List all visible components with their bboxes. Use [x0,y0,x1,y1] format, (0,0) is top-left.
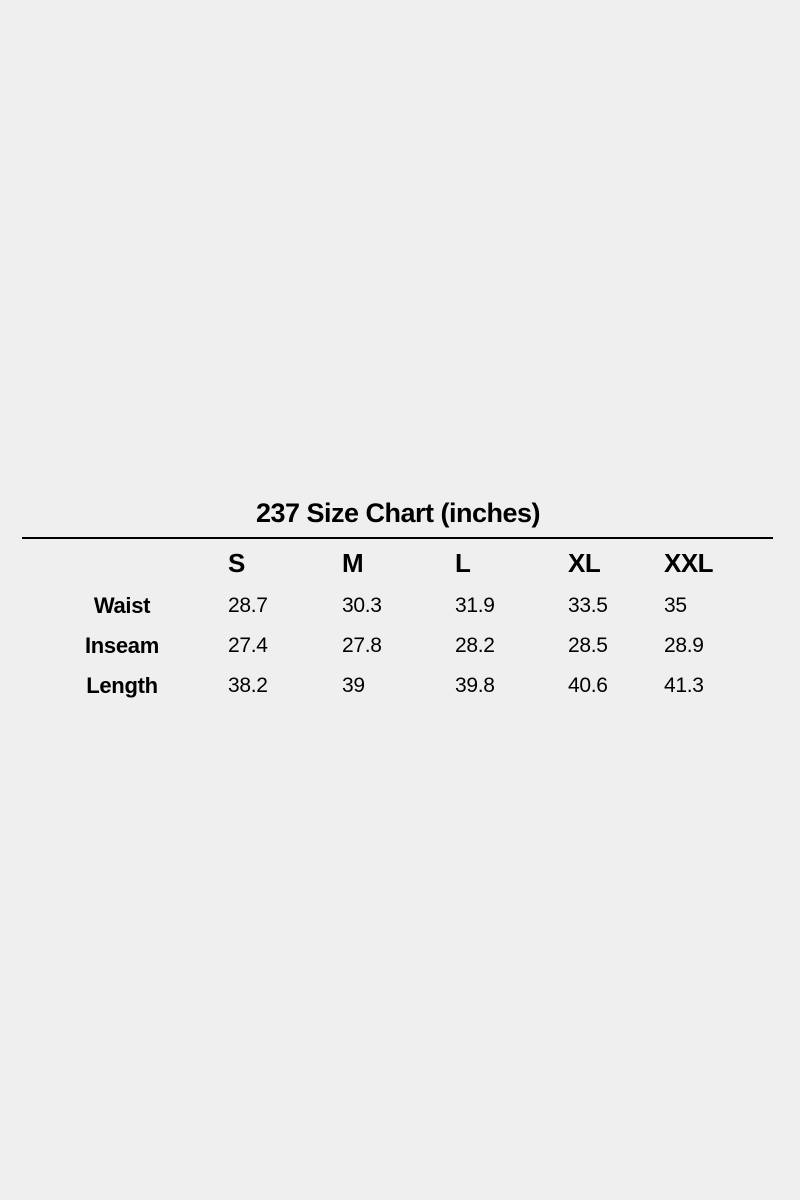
table-cell: 35 [664,594,687,617]
table-cell: 38.2 [228,674,268,697]
column-header: S [228,548,245,578]
table-cell: 27.8 [342,634,382,657]
table-cell: 30.3 [342,594,382,617]
table-cell: 28.5 [568,634,608,657]
size-chart-title: 237 Size Chart (inches) [255,498,541,528]
title-divider [22,537,773,539]
table-cell: 28.9 [664,634,704,657]
table-cell: 33.5 [568,594,608,617]
row-label: Waist [93,593,151,618]
column-header: M [342,548,364,578]
table-cell: 27.4 [228,634,268,657]
table-cell: 40.6 [568,674,608,697]
table-cell: 28.2 [455,634,495,657]
table-cell: 28.7 [228,594,268,617]
column-header: L [455,548,471,578]
column-header: XL [568,548,601,578]
column-header: XXL [664,548,714,578]
table-cell: 31.9 [455,594,495,617]
table-cell: 39 [342,674,365,697]
row-label: Length [86,673,158,698]
row-label: Inseam [84,633,160,658]
table-cell: 41.3 [664,674,704,697]
table-cell: 39.8 [455,674,495,697]
